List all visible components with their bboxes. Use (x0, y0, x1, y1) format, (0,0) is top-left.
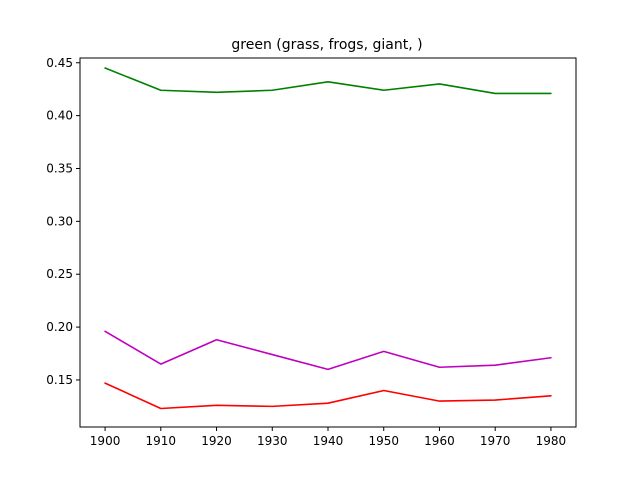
series-line-1 (104, 67, 552, 95)
x-tick-label: 1940 (313, 434, 344, 448)
y-tick-label: 0.35 (46, 161, 73, 175)
x-axis: 1900 1910 1920 1930 1940 1950 1960 1970 1980 (90, 427, 566, 448)
x-tick-label: 1960 (424, 434, 455, 448)
series-layer (104, 67, 552, 410)
y-tick-label: 0.25 (46, 267, 73, 281)
x-tick-label: 1920 (201, 434, 232, 448)
y-tick-label: 0.30 (46, 214, 73, 228)
series-line-2 (104, 330, 552, 371)
chart-title: green (grass, frogs, giant, ) (231, 37, 422, 53)
y-tick-label: 0.20 (46, 320, 73, 334)
series-line-3 (104, 382, 552, 410)
y-tick-label: 0.40 (46, 109, 73, 123)
plot-frame (79, 57, 577, 428)
x-tick-label: 1970 (480, 434, 511, 448)
y-axis: 0.15 0.20 0.25 0.30 0.35 0.40 0.45 (46, 56, 80, 387)
x-tick-label: 1930 (257, 434, 288, 448)
x-tick-label: 1950 (368, 434, 399, 448)
x-tick-label: 1910 (146, 434, 177, 448)
y-tick-label: 0.45 (46, 56, 73, 70)
y-tick-label: 0.15 (46, 373, 73, 387)
x-tick-label: 1980 (536, 434, 567, 448)
x-tick-label: 1900 (90, 434, 121, 448)
